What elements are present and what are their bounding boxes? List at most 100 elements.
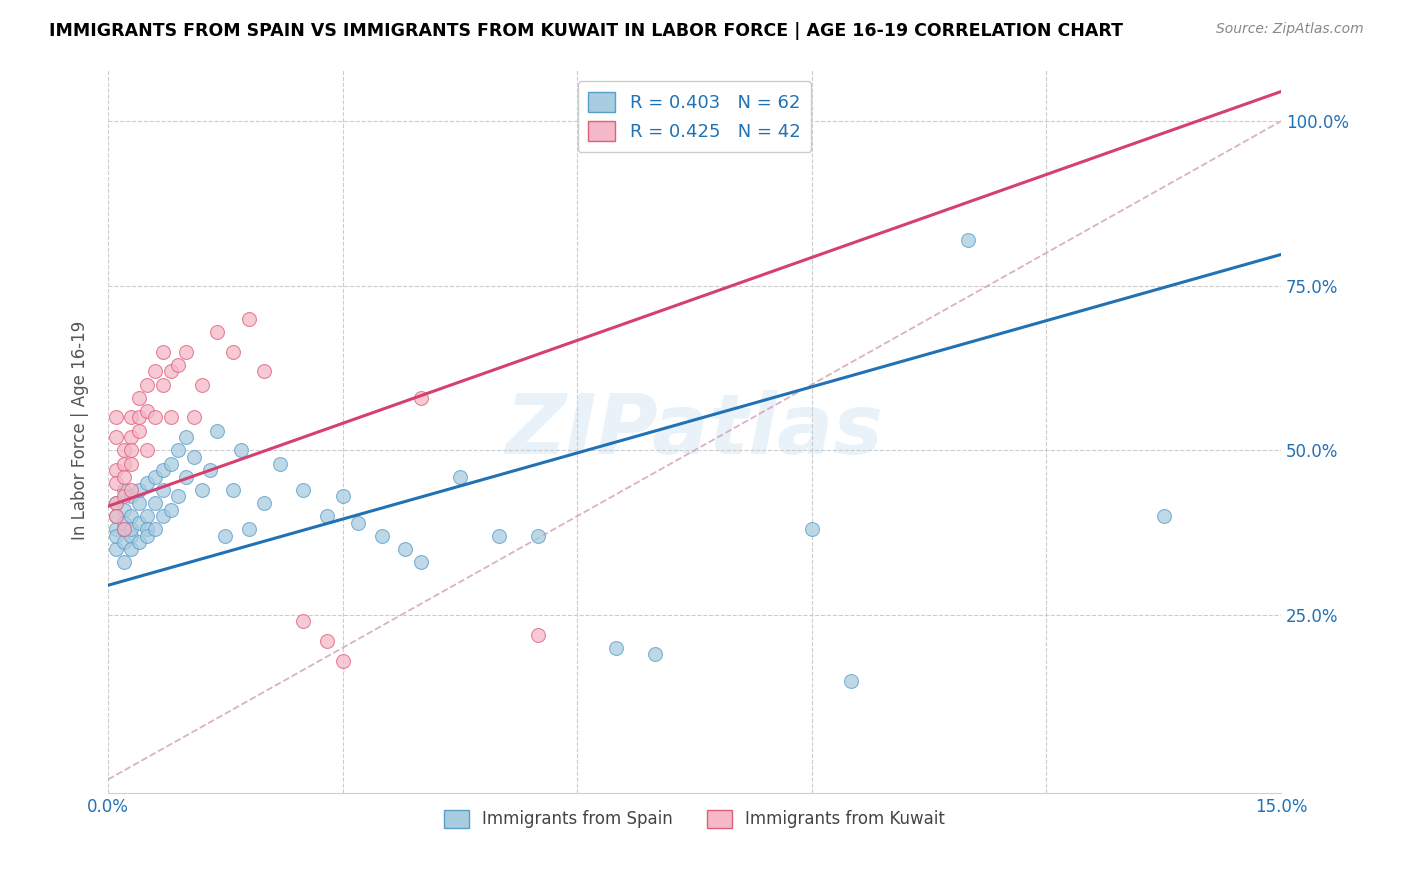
Point: [104, 529, 127, 543]
Point: [120, 529, 142, 543]
Point: [394, 542, 416, 557]
Point: [488, 529, 510, 543]
Point: [292, 483, 315, 497]
Point: [316, 634, 339, 648]
Point: [347, 516, 370, 530]
Point: [136, 476, 159, 491]
Point: [644, 648, 666, 662]
Point: [1153, 509, 1175, 524]
Point: [104, 430, 127, 444]
Point: [136, 522, 159, 536]
Point: [152, 377, 174, 392]
Point: [152, 344, 174, 359]
Point: [104, 509, 127, 524]
Point: [191, 483, 214, 497]
Point: [112, 516, 135, 530]
Point: [159, 364, 181, 378]
Point: [143, 496, 166, 510]
Point: [104, 476, 127, 491]
Text: IMMIGRANTS FROM SPAIN VS IMMIGRANTS FROM KUWAIT IN LABOR FORCE | AGE 16-19 CORRE: IMMIGRANTS FROM SPAIN VS IMMIGRANTS FROM…: [49, 22, 1123, 40]
Point: [128, 483, 150, 497]
Point: [222, 344, 245, 359]
Point: [136, 509, 159, 524]
Point: [128, 516, 150, 530]
Text: ZIPatlas: ZIPatlas: [506, 390, 883, 471]
Point: [167, 358, 190, 372]
Point: [152, 509, 174, 524]
Point: [183, 410, 205, 425]
Point: [183, 450, 205, 464]
Point: [332, 654, 354, 668]
Point: [152, 463, 174, 477]
Point: [229, 443, 252, 458]
Point: [104, 496, 127, 510]
Point: [269, 457, 291, 471]
Point: [253, 496, 276, 510]
Point: [136, 404, 159, 418]
Point: [449, 469, 471, 483]
Point: [120, 483, 142, 497]
Point: [128, 535, 150, 549]
Point: [159, 410, 181, 425]
Point: [112, 469, 135, 483]
Point: [409, 555, 432, 569]
Point: [214, 529, 236, 543]
Legend: Immigrants from Spain, Immigrants from Kuwait: Immigrants from Spain, Immigrants from K…: [437, 803, 952, 835]
Point: [191, 377, 214, 392]
Point: [104, 522, 127, 536]
Point: [136, 529, 159, 543]
Point: [104, 509, 127, 524]
Point: [112, 535, 135, 549]
Point: [152, 483, 174, 497]
Point: [120, 522, 142, 536]
Point: [143, 522, 166, 536]
Point: [292, 615, 315, 629]
Point: [120, 457, 142, 471]
Point: [800, 522, 823, 536]
Point: [316, 509, 339, 524]
Point: [143, 410, 166, 425]
Point: [104, 496, 127, 510]
Point: [120, 410, 142, 425]
Point: [527, 529, 550, 543]
Point: [112, 443, 135, 458]
Point: [370, 529, 392, 543]
Point: [104, 542, 127, 557]
Point: [167, 443, 190, 458]
Point: [136, 443, 159, 458]
Point: [104, 410, 127, 425]
Point: [409, 391, 432, 405]
Point: [112, 555, 135, 569]
Point: [198, 463, 221, 477]
Point: [957, 233, 980, 247]
Point: [120, 443, 142, 458]
Point: [128, 410, 150, 425]
Point: [159, 457, 181, 471]
Text: Source: ZipAtlas.com: Source: ZipAtlas.com: [1216, 22, 1364, 37]
Point: [222, 483, 245, 497]
Point: [128, 391, 150, 405]
Point: [143, 469, 166, 483]
Point: [120, 509, 142, 524]
Point: [128, 496, 150, 510]
Point: [605, 640, 627, 655]
Point: [238, 311, 260, 326]
Point: [136, 377, 159, 392]
Point: [332, 490, 354, 504]
Point: [253, 364, 276, 378]
Point: [112, 483, 135, 497]
Point: [839, 673, 862, 688]
Point: [128, 424, 150, 438]
Point: [112, 522, 135, 536]
Point: [120, 542, 142, 557]
Point: [143, 364, 166, 378]
Point: [605, 134, 627, 148]
Point: [120, 490, 142, 504]
Point: [207, 325, 229, 339]
Point: [174, 469, 197, 483]
Point: [112, 490, 135, 504]
Point: [527, 628, 550, 642]
Point: [174, 430, 197, 444]
Point: [104, 463, 127, 477]
Point: [112, 522, 135, 536]
